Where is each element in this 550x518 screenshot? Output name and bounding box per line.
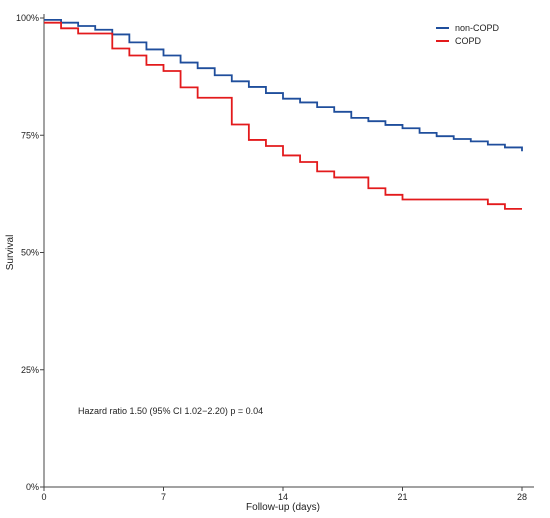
y-axis-ticks: 0% 25% 50% 75% 100% [16,13,44,492]
series-layer [44,18,523,210]
y-tick-label: 75% [21,130,39,140]
x-tick-label: 7 [161,492,166,502]
x-axis-ticks: 0 7 14 21 28 [41,487,527,502]
x-tick-label: 0 [41,492,46,502]
series-line-copd [44,21,522,210]
legend: non-COPD COPD [436,23,500,46]
y-tick-label: 25% [21,365,39,375]
x-tick-label: 21 [397,492,407,502]
y-tick-label: 100% [16,13,39,23]
legend-label: COPD [455,36,482,46]
y-axis-label: Survival [5,235,16,271]
axes [43,14,534,488]
y-tick-label: 50% [21,248,39,258]
hazard-ratio-annotation: Hazard ratio 1.50 (95% CI 1.02−2.20) p =… [78,406,263,416]
legend-label: non-COPD [455,23,500,33]
y-tick-label: 0% [26,482,39,492]
x-tick-label: 28 [517,492,527,502]
x-axis-label: Follow-up (days) [246,502,320,513]
x-tick-label: 14 [278,492,288,502]
series-line-non-copd [44,18,523,152]
